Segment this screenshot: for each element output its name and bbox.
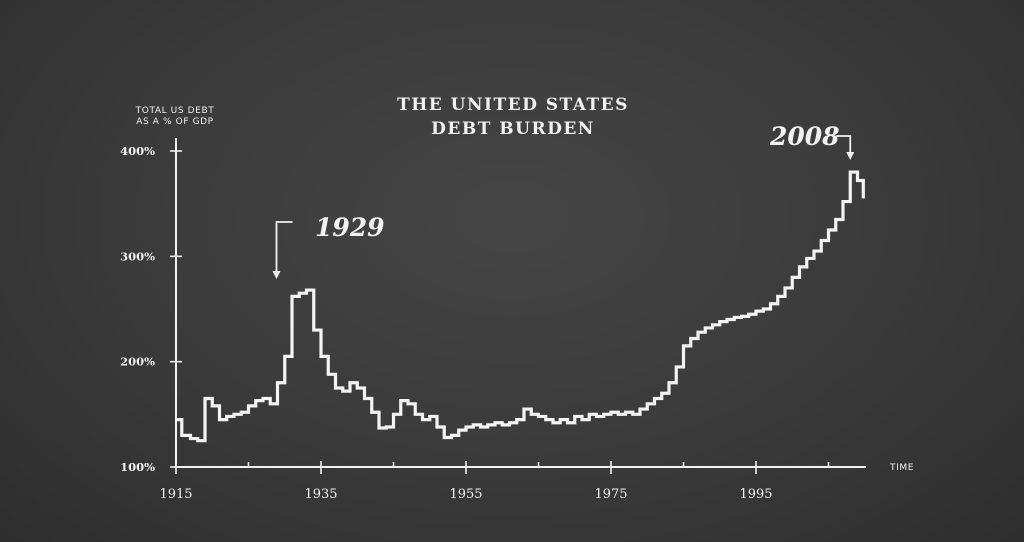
annotation-1929-arrow-icon <box>275 221 293 272</box>
x-tick-label: 1975 <box>594 487 627 502</box>
annotation-2008-arrowhead-icon <box>846 152 855 160</box>
annotation-1929-label: 1929 <box>315 213 385 242</box>
y-tick-label: 400% <box>120 144 155 158</box>
series-line-debt <box>176 170 865 443</box>
y-tick-label: 100% <box>120 460 155 474</box>
x-tick-label: 1915 <box>159 487 192 502</box>
chart-title-line2: DEBT BURDEN <box>431 119 595 139</box>
y-axis-label-line2: AS A % OF GDP <box>136 117 213 127</box>
annotation-2008: 2008 <box>769 122 855 160</box>
x-axis-label: TIME <box>889 463 914 473</box>
annotation-2008-label: 2008 <box>769 122 840 151</box>
x-tick-label: 1995 <box>739 487 772 502</box>
x-tick-label: 1955 <box>449 487 482 502</box>
chart-title-line1: THE UNITED STATES <box>397 95 629 115</box>
annotation-1929: 1929 <box>272 213 385 279</box>
y-tick-label: 200% <box>120 355 155 369</box>
y-axis-label-line1: TOTAL US DEBT <box>135 106 215 116</box>
annotation-2008-arrow-icon <box>836 135 852 152</box>
y-tick-label: 300% <box>120 249 155 263</box>
x-tick-label: 1935 <box>304 487 337 502</box>
annotation-1929-arrowhead-icon <box>272 271 281 279</box>
